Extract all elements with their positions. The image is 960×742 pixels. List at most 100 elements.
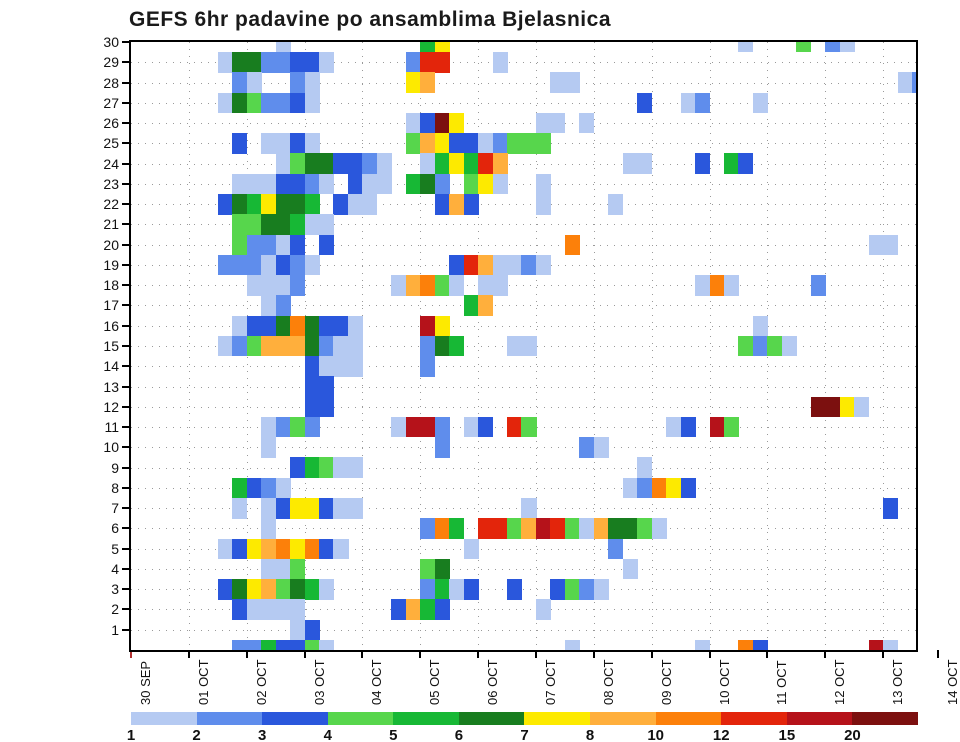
hgrid-line xyxy=(131,82,916,84)
precip-cell xyxy=(290,72,306,93)
colorbar-value-label: 15 xyxy=(778,727,796,742)
vgrid-line xyxy=(709,42,711,650)
precip-cell xyxy=(752,639,768,650)
precip-cell xyxy=(290,416,306,438)
precip-cell xyxy=(304,498,320,519)
y-axis-tick xyxy=(122,263,130,266)
colorbar-value-label: 10 xyxy=(647,727,664,742)
precip-cell xyxy=(637,92,653,114)
precip-cell xyxy=(232,639,248,650)
y-axis-label: 30 xyxy=(103,34,119,50)
precip-cell xyxy=(810,396,826,418)
precip-cell xyxy=(290,92,306,114)
colorbar-segment xyxy=(852,712,918,725)
precip-cell xyxy=(680,416,696,438)
precip-cell xyxy=(839,42,855,53)
precip-cell xyxy=(434,518,450,539)
precip-cell xyxy=(319,335,335,357)
precip-cell xyxy=(246,234,262,256)
y-axis-tick xyxy=(122,61,130,64)
precip-cell xyxy=(261,133,277,154)
precip-cell xyxy=(246,599,262,620)
precip-cell xyxy=(333,194,349,215)
x-axis-label: 10 OCT xyxy=(716,659,732,705)
precip-cell xyxy=(261,498,277,519)
precip-cell xyxy=(579,518,595,539)
precip-cell xyxy=(622,558,638,580)
precip-cell xyxy=(449,133,465,154)
precip-cell xyxy=(507,518,523,539)
precip-cell xyxy=(304,356,320,377)
precip-cell xyxy=(275,42,291,53)
precip-cell xyxy=(709,416,725,438)
precip-cell xyxy=(405,599,421,620)
precip-cell xyxy=(521,498,537,519)
precip-cell xyxy=(304,396,320,418)
y-axis-tick xyxy=(122,41,130,43)
precip-cell xyxy=(376,173,392,195)
y-axis-tick xyxy=(122,385,130,388)
precip-cell xyxy=(217,538,233,560)
hgrid-line xyxy=(131,386,916,388)
precip-cell xyxy=(420,356,436,377)
precip-cell xyxy=(420,52,436,73)
precip-cell xyxy=(246,579,262,600)
precip-cell xyxy=(290,599,306,620)
precip-cell xyxy=(854,396,870,418)
precip-cell xyxy=(261,52,277,73)
precip-cell xyxy=(420,558,436,580)
precip-cell xyxy=(550,518,566,539)
precip-cell xyxy=(246,72,262,93)
x-axis-label: 03 OCT xyxy=(311,659,327,705)
x-axis-tick xyxy=(882,650,885,658)
x-axis-label: 01 OCT xyxy=(195,659,211,705)
precip-cell xyxy=(420,579,436,600)
y-axis-label: 15 xyxy=(103,338,119,354)
precip-cell xyxy=(839,396,855,418)
x-axis-label: 12 OCT xyxy=(832,659,848,705)
colorbar-segment xyxy=(393,712,459,725)
precip-cell xyxy=(897,72,913,93)
precip-cell xyxy=(275,579,291,600)
y-axis-tick xyxy=(122,162,130,165)
precip-cell xyxy=(232,254,248,276)
precip-cell xyxy=(434,599,450,620)
y-axis-label: 5 xyxy=(111,540,119,557)
precip-cell xyxy=(246,335,262,357)
y-axis-label: 3 xyxy=(111,581,119,598)
precip-cell xyxy=(261,558,277,580)
precip-cell xyxy=(261,315,277,337)
precip-cell xyxy=(622,518,638,539)
precip-cell xyxy=(333,498,349,519)
precip-cell xyxy=(478,173,494,195)
precip-cell xyxy=(550,72,566,93)
precip-cell xyxy=(304,133,320,154)
precip-cell xyxy=(463,579,479,600)
hgrid-line xyxy=(131,325,916,327)
y-axis-tick xyxy=(122,527,130,530)
y-axis-tick xyxy=(122,243,130,246)
precip-cell xyxy=(637,477,653,499)
precip-cell xyxy=(883,639,899,650)
precip-cell xyxy=(232,315,248,337)
y-axis-tick xyxy=(122,507,130,510)
precip-cell xyxy=(911,72,916,93)
precip-cell xyxy=(232,133,248,154)
precip-cell xyxy=(275,234,291,256)
precip-cell xyxy=(261,538,277,560)
precip-cell xyxy=(261,437,277,458)
precip-cell xyxy=(752,315,768,337)
y-axis-label: 10 xyxy=(103,439,119,456)
precip-cell xyxy=(449,153,465,175)
x-axis-tick xyxy=(245,650,248,658)
precip-cell xyxy=(507,254,523,276)
precip-cell xyxy=(232,538,248,560)
precip-cell xyxy=(535,194,551,215)
precip-cell xyxy=(261,214,277,235)
precip-cell xyxy=(246,315,262,337)
hgrid-line xyxy=(131,224,916,226)
precip-cell xyxy=(478,133,494,154)
precip-cell xyxy=(333,457,349,479)
precip-cell xyxy=(738,639,754,650)
